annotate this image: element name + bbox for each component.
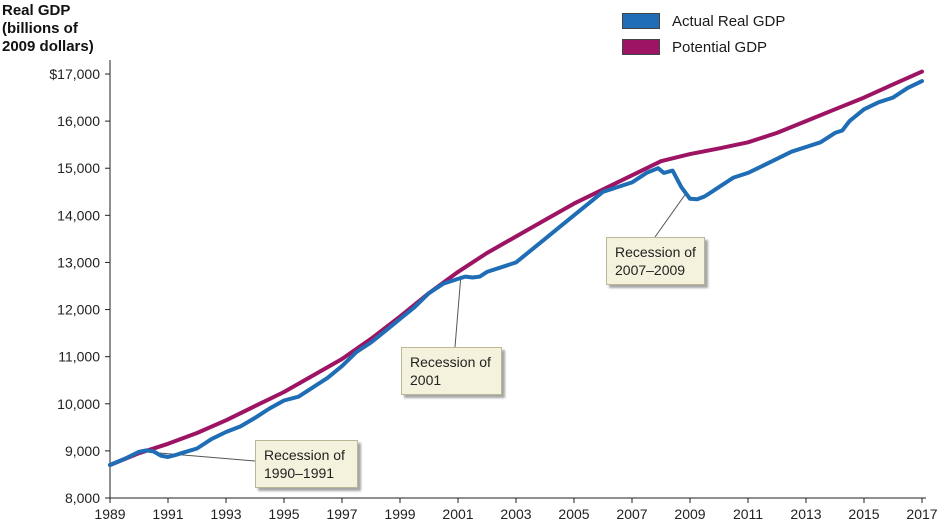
x-tick-label: 2011 — [733, 506, 763, 522]
x-tick-label: 2017 — [906, 506, 937, 522]
y-tick-label: 16,000 — [57, 113, 100, 129]
y-tick-label: 14,000 — [57, 207, 100, 223]
y-tick-label: 15,000 — [57, 160, 100, 176]
chart-series — [108, 69, 924, 467]
x-tick-label: 2007 — [616, 506, 647, 522]
callout-connector — [654, 191, 688, 238]
x-tick-label: 2015 — [848, 506, 879, 522]
x-tick-label: 2009 — [674, 506, 705, 522]
x-tick-label: 2013 — [790, 506, 821, 522]
x-tick-label: 1995 — [268, 506, 299, 522]
callout-connectors — [156, 191, 688, 462]
y-tick-label: 8,000 — [65, 490, 100, 506]
legend-item-actual: Actual Real GDP — [622, 8, 785, 34]
x-tick-label: 1999 — [384, 506, 415, 522]
x-tick-label: 2001 — [442, 506, 473, 522]
legend: Actual Real GDP Potential GDP — [622, 8, 785, 60]
x-tick-label: 1991 — [152, 506, 183, 522]
x-tick-label: 1997 — [326, 506, 357, 522]
y-tick-label: 13,000 — [57, 254, 100, 270]
x-tick-label: 1993 — [210, 506, 241, 522]
x-tick-label: 2005 — [558, 506, 589, 522]
y-tick-label: 12,000 — [57, 302, 100, 318]
annotation-recession-2007: Recession of 2007–2009 — [606, 237, 705, 285]
y-tick-label: 11,000 — [58, 349, 100, 365]
series-line-actual-real-gdp — [108, 79, 924, 467]
series-line-potential-gdp — [108, 69, 924, 467]
legend-label-potential: Potential GDP — [672, 38, 768, 56]
y-tick-label: 10,000 — [57, 396, 100, 412]
legend-item-potential: Potential GDP — [622, 34, 785, 60]
x-tick-label: 1989 — [94, 506, 125, 522]
x-tick-label: 2003 — [500, 506, 531, 522]
y-axis-label: Real GDP (billions of 2009 dollars) — [2, 2, 94, 55]
legend-label-actual: Actual Real GDP — [672, 12, 786, 30]
annotation-recession-1990: Recession of 1990–1991 — [255, 440, 358, 488]
legend-swatch-actual — [622, 13, 660, 29]
annotation-recession-2001: Recession of 2001 — [401, 347, 502, 395]
callout-connector — [454, 275, 462, 348]
y-tick-label: $17,000 — [49, 66, 100, 82]
legend-swatch-potential — [622, 39, 660, 55]
y-tick-label: 9,000 — [65, 443, 100, 459]
chart-axes: 8,000 9,000 10,000 11,000 12,000 13,000 14,000… — [49, 60, 938, 522]
